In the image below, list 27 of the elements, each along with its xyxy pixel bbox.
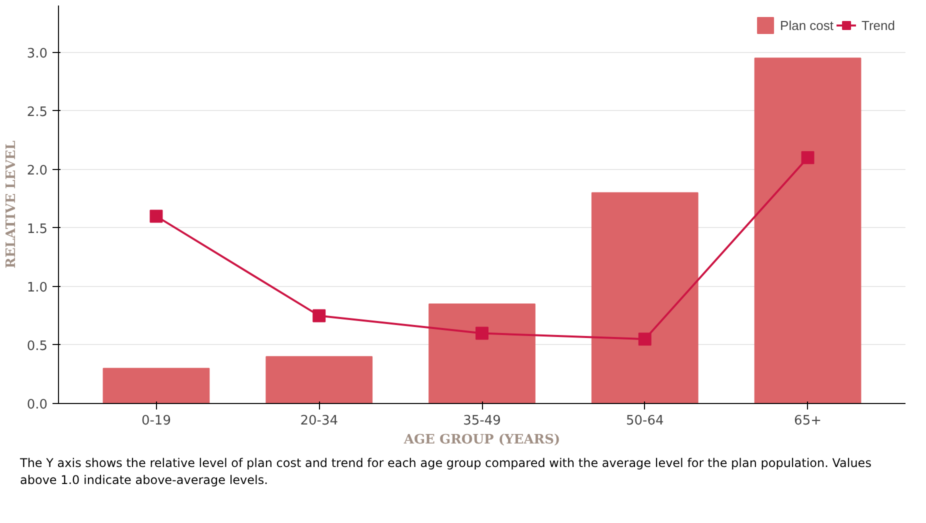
y-tick-label: 1.5 xyxy=(26,222,48,237)
point xyxy=(801,151,814,164)
x-tick-label: 65+ xyxy=(794,414,822,428)
y-tick-label: 1.0 xyxy=(26,280,48,296)
point xyxy=(476,326,488,340)
bar xyxy=(428,304,536,404)
point xyxy=(638,332,652,346)
x-tick-label: 0-19 xyxy=(141,414,171,428)
y-tick-label: 3.0 xyxy=(26,46,48,62)
legend-label: Plan cost xyxy=(780,18,834,32)
y-axis-title: RELATIVE LEVEL xyxy=(4,140,19,268)
x-tick-label: 50-64 xyxy=(626,414,664,428)
x-tick-label: 35-49 xyxy=(463,414,501,428)
y-tick-label: 0.0 xyxy=(26,398,48,412)
y-tick-label: 0.5 xyxy=(26,338,48,354)
y-tick-label: 2.5 xyxy=(26,104,48,120)
x-axis-title: AGE GROUP (YEARS) xyxy=(402,432,560,448)
x-tick-label: 20-34 xyxy=(300,414,338,428)
bar xyxy=(266,356,373,404)
bar xyxy=(102,368,210,404)
text: The Y axis shows the relative level of plan cost and trend for each age group compared with the average level for the plan population. Values above 1.0 indicate above-average levels. xyxy=(20,455,872,490)
y-tick-label: 2.0 xyxy=(26,163,48,178)
legend-label: Trend xyxy=(862,18,895,32)
point xyxy=(312,309,326,322)
point xyxy=(150,210,163,223)
bar xyxy=(591,192,698,404)
bar xyxy=(754,58,862,404)
